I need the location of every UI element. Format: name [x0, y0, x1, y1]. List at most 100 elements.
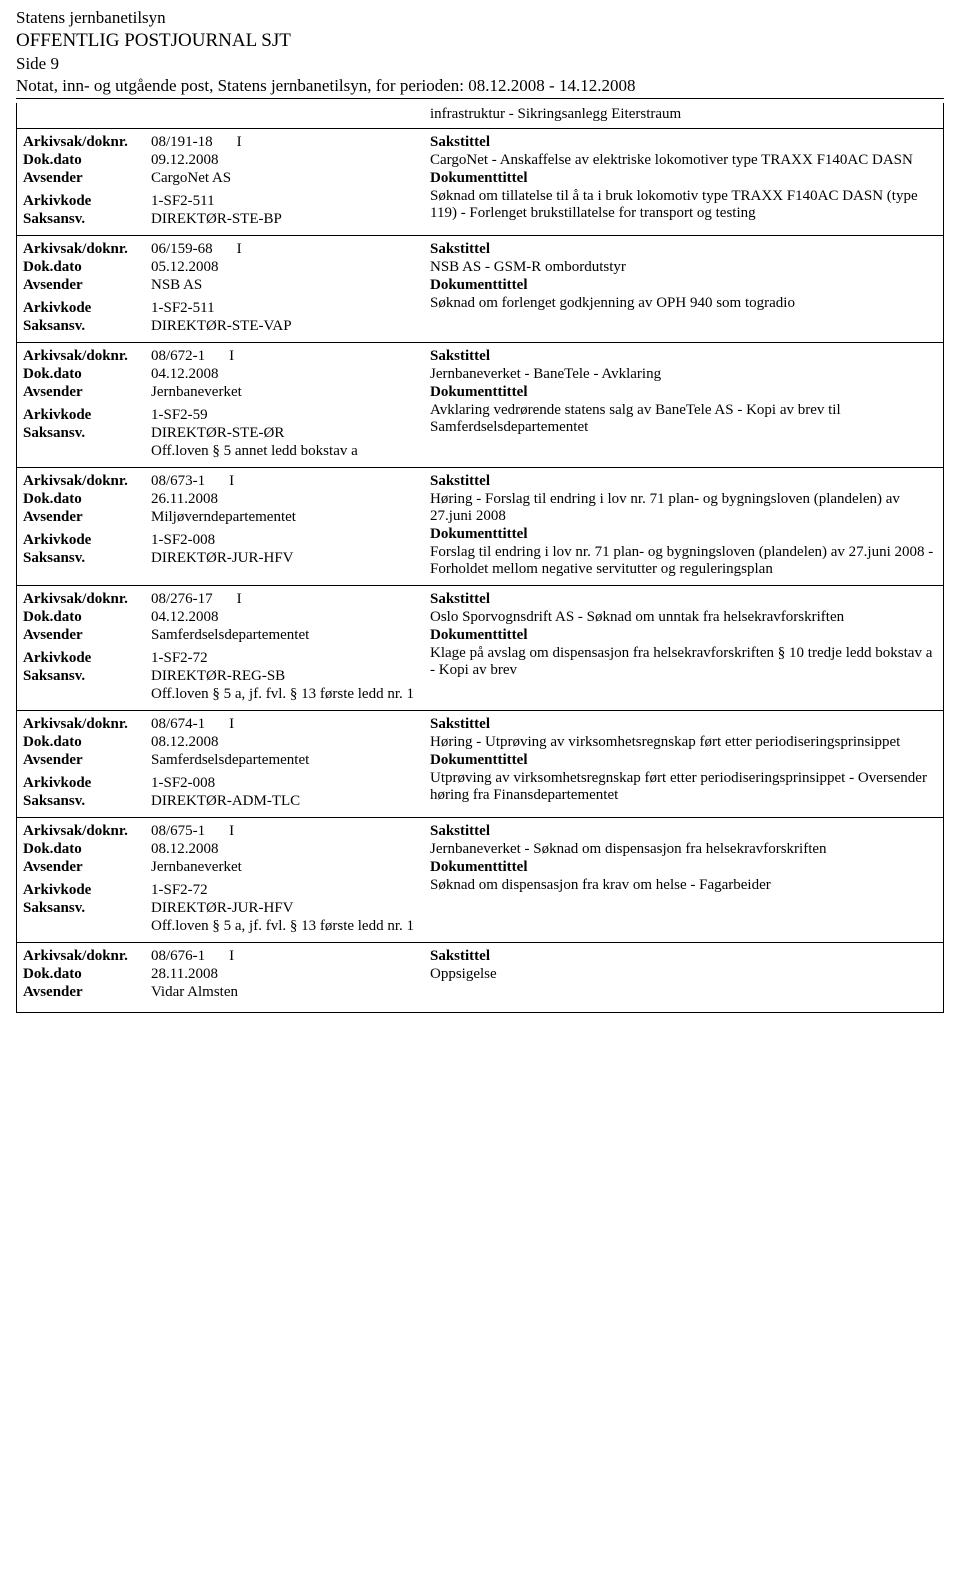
- label-avsender: Avsender: [23, 752, 151, 769]
- value-sakstittel: Høring - Utprøving av virksomhetsregnska…: [430, 734, 937, 751]
- value-sakstittel: NSB AS - GSM-R ombordutstyr: [430, 259, 937, 276]
- label-arkivkode: Arkivkode: [23, 882, 151, 899]
- record-marker: I: [237, 241, 242, 258]
- value-arkivkode: 1-SF2-511: [151, 300, 418, 317]
- value-dokdato: 08.12.2008: [151, 841, 418, 858]
- value-saksansv: DIREKTØR-STE-ØR: [151, 425, 418, 442]
- value-sakstittel: Jernbaneverket - BaneTele - Avklaring: [430, 366, 937, 383]
- value-dokumenttittel: Avklaring vedrørende statens salg av Ban…: [430, 402, 937, 436]
- value-saksansv: DIREKTØR-STE-VAP: [151, 318, 418, 335]
- label-saksansv: Saksansv.: [23, 318, 151, 335]
- record-left-column: Arkivsak/doknr.08/191-18IDok.dato09.12.2…: [23, 133, 418, 229]
- header-period: Notat, inn- og utgående post, Statens je…: [16, 76, 944, 99]
- value-avsender: Vidar Almsten: [151, 984, 418, 1001]
- value-avsender: Jernbaneverket: [151, 859, 418, 876]
- label-dokdato: Dok.dato: [23, 152, 151, 169]
- label-arkivsak: Arkivsak/doknr.: [23, 241, 151, 258]
- label-dokumenttittel: Dokumenttittel: [430, 277, 937, 294]
- record-marker: I: [229, 948, 234, 965]
- label-dokumenttittel: Dokumenttittel: [430, 170, 937, 187]
- value-saksansv-extra: Off.loven § 5 a, jf. fvl. § 13 første le…: [151, 918, 418, 935]
- label-avsender: Avsender: [23, 277, 151, 294]
- value-arkivsak: 06/159-68I: [151, 241, 418, 258]
- value-arkivsak: 08/675-1I: [151, 823, 418, 840]
- value-dokdato: 04.12.2008: [151, 609, 418, 626]
- record-marker: I: [237, 134, 242, 151]
- label-arkivkode: Arkivkode: [23, 650, 151, 667]
- header-org: Statens jernbanetilsyn: [16, 8, 944, 28]
- label-saksansv: Saksansv.: [23, 211, 151, 228]
- label-saksansv: Saksansv.: [23, 668, 151, 685]
- label-arkivsak: Arkivsak/doknr.: [23, 948, 151, 965]
- label-sakstittel: Sakstittel: [430, 591, 937, 608]
- record-left-column: Arkivsak/doknr.08/672-1IDok.dato04.12.20…: [23, 347, 418, 461]
- label-arkivsak: Arkivsak/doknr.: [23, 591, 151, 608]
- label-avsender: Avsender: [23, 627, 151, 644]
- value-arkivkode: 1-SF2-59: [151, 407, 418, 424]
- value-avsender: NSB AS: [151, 277, 418, 294]
- label-avsender: Avsender: [23, 384, 151, 401]
- value-arkivsak: 08/673-1I: [151, 473, 418, 490]
- label-sakstittel: Sakstittel: [430, 134, 937, 151]
- value-dokumenttittel: Søknad om forlenget godkjenning av OPH 9…: [430, 295, 937, 312]
- value-saksansv: DIREKTØR-ADM-TLC: [151, 793, 418, 810]
- label-dokumenttittel: Dokumenttittel: [430, 627, 937, 644]
- label-dokumenttittel: Dokumenttittel: [430, 752, 937, 769]
- value-avsender: Jernbaneverket: [151, 384, 418, 401]
- label-arkivkode: Arkivkode: [23, 532, 151, 549]
- record-right-column: SakstittelOslo Sporvognsdrift AS - Søkna…: [418, 590, 937, 704]
- label-dokdato: Dok.dato: [23, 734, 151, 751]
- record-right-column: SakstittelJernbaneverket - Søknad om dis…: [418, 822, 937, 936]
- journal-record: Arkivsak/doknr.08/276-17IDok.dato04.12.2…: [16, 586, 944, 711]
- record-right-column: SakstittelOppsigelse: [418, 947, 937, 1006]
- record-marker: I: [237, 591, 242, 608]
- value-saksansv-extra: Off.loven § 5 a, jf. fvl. § 13 første le…: [151, 686, 418, 703]
- record-right-column: SakstittelJernbaneverket - BaneTele - Av…: [418, 347, 937, 461]
- record-marker: I: [229, 473, 234, 490]
- journal-record: Arkivsak/doknr.08/675-1IDok.dato08.12.20…: [16, 818, 944, 943]
- value-arkivkode: 1-SF2-72: [151, 882, 418, 899]
- journal-record: Arkivsak/doknr.08/674-1IDok.dato08.12.20…: [16, 711, 944, 818]
- value-arkivsak: 08/674-1I: [151, 716, 418, 733]
- label-dokdato: Dok.dato: [23, 366, 151, 383]
- value-arkivsak: 08/676-1I: [151, 948, 418, 965]
- record-left-column: Arkivsak/doknr.08/675-1IDok.dato08.12.20…: [23, 822, 418, 936]
- label-sakstittel: Sakstittel: [430, 948, 937, 965]
- label-dokumenttittel: Dokumenttittel: [430, 384, 937, 401]
- value-arkivsak: 08/191-18I: [151, 134, 418, 151]
- records-container: Arkivsak/doknr.08/191-18IDok.dato09.12.2…: [16, 129, 944, 1013]
- label-dokumenttittel: Dokumenttittel: [430, 526, 937, 543]
- label-sakstittel: Sakstittel: [430, 716, 937, 733]
- carryover-row: infrastruktur - Sikringsanlegg Eiterstra…: [16, 103, 944, 129]
- label-arkivsak: Arkivsak/doknr.: [23, 716, 151, 733]
- journal-record: Arkivsak/doknr.08/673-1IDok.dato26.11.20…: [16, 468, 944, 586]
- label-dokumenttittel: Dokumenttittel: [430, 859, 937, 876]
- journal-record: Arkivsak/doknr.08/191-18IDok.dato09.12.2…: [16, 129, 944, 236]
- label-avsender: Avsender: [23, 170, 151, 187]
- value-dokumenttittel: Utprøving av virksomhetsregnskap ført et…: [430, 770, 937, 804]
- label-arkivkode: Arkivkode: [23, 193, 151, 210]
- record-right-column: SakstittelHøring - Utprøving av virksomh…: [418, 715, 937, 811]
- value-dokumenttittel: Søknad om dispensasjon fra krav om helse…: [430, 877, 937, 894]
- label-dokdato: Dok.dato: [23, 609, 151, 626]
- value-saksansv-extra: Off.loven § 5 annet ledd bokstav a: [151, 443, 418, 460]
- label-dokdato: Dok.dato: [23, 491, 151, 508]
- record-left-column: Arkivsak/doknr.08/676-1IDok.dato28.11.20…: [23, 947, 418, 1006]
- value-saksansv: DIREKTØR-STE-BP: [151, 211, 418, 228]
- value-arkivkode: 1-SF2-72: [151, 650, 418, 667]
- label-arkivkode: Arkivkode: [23, 300, 151, 317]
- journal-record: Arkivsak/doknr.08/672-1IDok.dato04.12.20…: [16, 343, 944, 468]
- record-right-column: SakstittelNSB AS - GSM-R ombordutstyrDok…: [418, 240, 937, 336]
- value-dokumenttittel: Klage på avslag om dispensasjon fra hels…: [430, 645, 937, 679]
- value-dokdato: 26.11.2008: [151, 491, 418, 508]
- label-sakstittel: Sakstittel: [430, 473, 937, 490]
- value-arkivsak: 08/672-1I: [151, 348, 418, 365]
- value-dokdato: 28.11.2008: [151, 966, 418, 983]
- label-arkivkode: Arkivkode: [23, 775, 151, 792]
- value-sakstittel: Jernbaneverket - Søknad om dispensasjon …: [430, 841, 937, 858]
- page-header: Statens jernbanetilsyn OFFENTLIG POSTJOU…: [16, 8, 944, 99]
- value-arkivkode: 1-SF2-008: [151, 532, 418, 549]
- label-dokdato: Dok.dato: [23, 966, 151, 983]
- value-sakstittel: Høring - Forslag til endring i lov nr. 7…: [430, 491, 937, 525]
- label-saksansv: Saksansv.: [23, 900, 151, 917]
